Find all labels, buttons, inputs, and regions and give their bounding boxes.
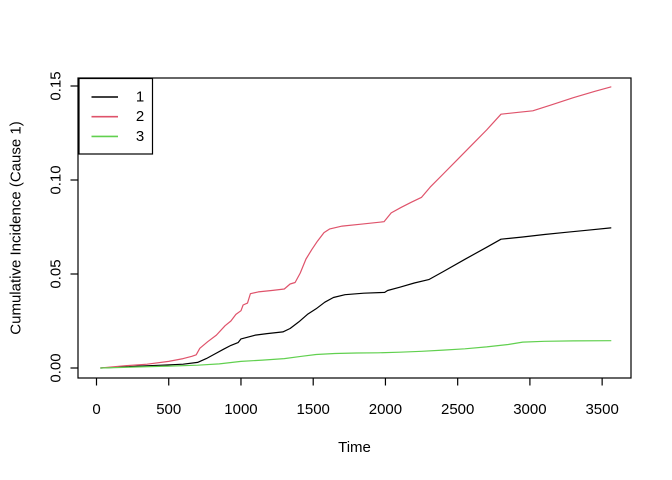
x-tick-label: 500 xyxy=(156,401,181,418)
x-tick-label: 1500 xyxy=(297,401,330,418)
x-tick-label: 1000 xyxy=(224,401,257,418)
x-tick-label: 0 xyxy=(92,401,100,418)
x-tick-label: 2000 xyxy=(369,401,402,418)
plot-border xyxy=(77,77,632,379)
series-2-line xyxy=(100,86,612,369)
y-tick-label: 0.00 xyxy=(48,353,65,382)
legend-label-1: 1 xyxy=(136,89,144,106)
x-tick-label: 2500 xyxy=(441,401,474,418)
legend-box xyxy=(78,77,154,155)
series-3-line xyxy=(100,340,612,369)
y-tick-label: 0.05 xyxy=(48,259,65,288)
y-tick-label: 0.10 xyxy=(48,165,65,194)
x-tick-label: 3500 xyxy=(585,401,618,418)
x-tick-label: 3000 xyxy=(513,401,546,418)
y-axis-title: Cumulative Incidence (Cause 1) xyxy=(8,121,25,334)
series-1-line xyxy=(100,227,612,369)
legend-label-3: 3 xyxy=(136,128,144,145)
x-axis-title: Time xyxy=(338,439,371,456)
y-tick-label: 0.15 xyxy=(48,71,65,100)
legend-label-2: 2 xyxy=(136,108,144,125)
